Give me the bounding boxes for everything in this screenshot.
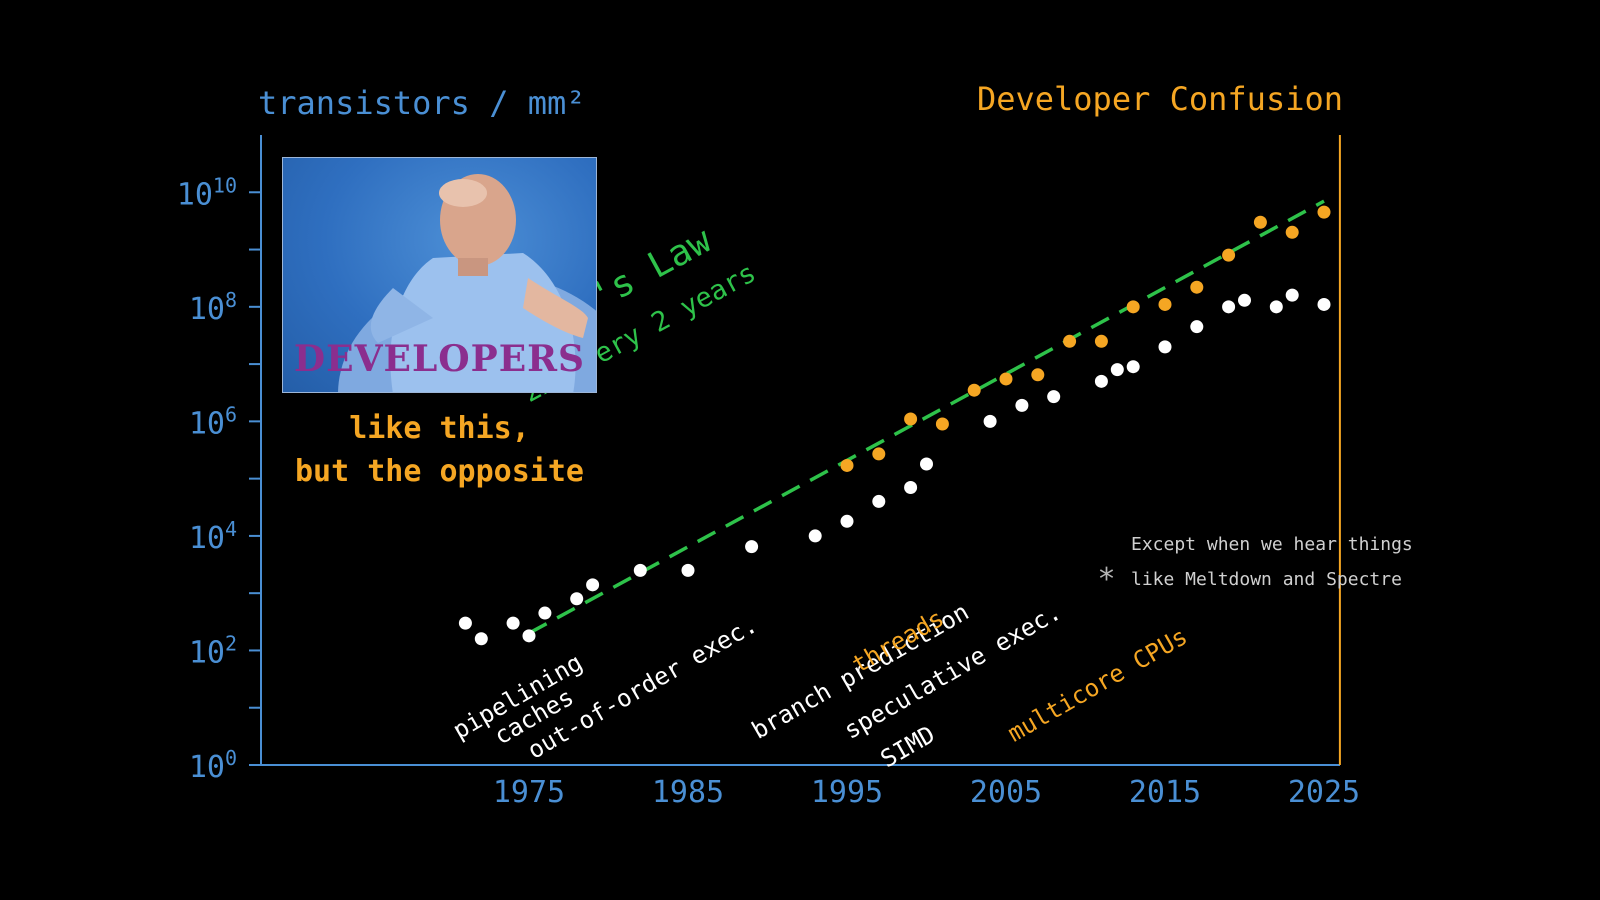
data-point-white [458, 616, 472, 630]
data-point-white [1285, 288, 1299, 302]
data-point-white [1317, 297, 1331, 311]
data-point-orange [999, 372, 1013, 386]
footnote-line-2: like Meltdown and Spectre [1131, 569, 1402, 590]
data-point-white [570, 592, 584, 606]
y-tick-label: 106 [189, 402, 237, 441]
data-point-orange [967, 383, 981, 397]
asterisk-icon: * [1099, 562, 1114, 597]
chart-title: Developer Confusion [977, 80, 1343, 118]
data-point-white [522, 629, 536, 643]
data-point-orange [904, 412, 918, 426]
data-point-white [1238, 293, 1251, 307]
data-point-white [872, 494, 886, 508]
data-point-orange [1222, 248, 1236, 262]
data-point-orange [1285, 225, 1299, 239]
data-point-white [745, 540, 759, 554]
developers-photo: DEVELOPERS [282, 157, 597, 393]
data-point-orange [1190, 280, 1204, 294]
y-tick-label: 108 [189, 288, 237, 327]
moores-law-line [528, 199, 1325, 635]
data-point-white [506, 616, 520, 630]
data-point-white [633, 563, 647, 577]
data-point-orange [1063, 334, 1077, 348]
data-point-orange [1158, 297, 1172, 311]
footnote: Except when we hear things like Meltdown… [1131, 527, 1413, 597]
tagline-line-2: but the opposite [295, 454, 584, 489]
data-point-white [1126, 360, 1140, 374]
x-tick-label: 2005 [970, 775, 1042, 810]
data-point-white [1158, 340, 1172, 354]
tagline-line-1: like this, [349, 411, 530, 446]
data-point-white [840, 514, 854, 528]
x-tick-label: 1975 [493, 775, 565, 810]
data-point-orange [1253, 215, 1267, 229]
x-tick-label: 2015 [1129, 775, 1201, 810]
x-tick-label: 1995 [811, 775, 883, 810]
x-tick-label: 2025 [1288, 775, 1360, 810]
y-tick-label: 1010 [177, 173, 237, 212]
y-tick-label: 100 [189, 746, 237, 785]
data-point-orange [840, 458, 854, 472]
data-point-white [920, 457, 933, 471]
data-point-white [983, 414, 997, 428]
y-tick-label: 104 [189, 517, 237, 556]
y-tick-label: 102 [189, 631, 237, 670]
data-point-white [474, 632, 488, 646]
data-point-white [808, 529, 822, 543]
data-point-white [1190, 320, 1204, 334]
data-point-white [1110, 363, 1124, 377]
data-point-white [538, 606, 552, 620]
x-tick-label: 1985 [652, 775, 724, 810]
data-point-white [904, 481, 918, 495]
data-point-white [1269, 300, 1283, 314]
person-image [338, 174, 596, 392]
data-point-white [1222, 300, 1236, 314]
y-axis-label: transistors / mm² [258, 84, 586, 122]
data-point-white [1094, 374, 1108, 388]
data-point-orange [872, 447, 886, 461]
data-point-orange [935, 417, 949, 431]
data-point-white [1047, 390, 1061, 404]
data-point-white [1015, 398, 1029, 412]
data-point-orange [1094, 334, 1108, 348]
tagline: like this, but the opposite [282, 407, 597, 493]
data-point-white [586, 578, 600, 592]
data-point-white [681, 563, 695, 577]
photo-caption: DEVELOPERS [293, 338, 586, 380]
footnote-line-1: Except when we hear things [1131, 534, 1413, 555]
data-point-orange [1031, 368, 1045, 382]
data-point-orange [1126, 300, 1140, 314]
data-point-orange [1317, 205, 1331, 219]
